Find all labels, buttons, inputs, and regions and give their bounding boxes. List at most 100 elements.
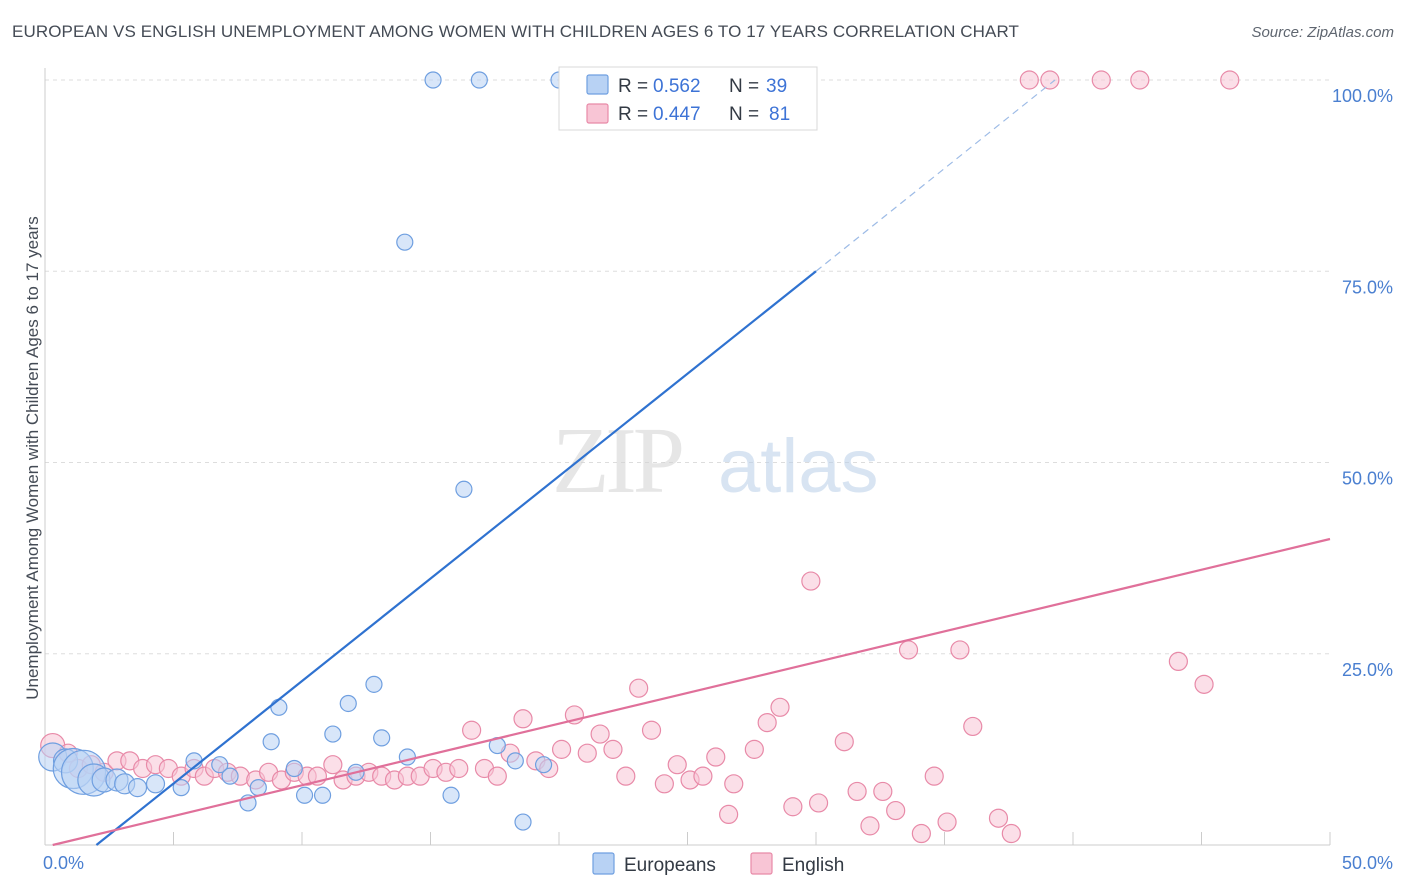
english-point (860, 816, 880, 836)
europeans-point (398, 748, 416, 766)
europeans-point (506, 752, 524, 770)
europeans-point (324, 725, 342, 743)
english-point (590, 724, 610, 744)
english-points (40, 70, 1240, 844)
english-point (616, 766, 636, 786)
english-point (719, 804, 739, 825)
europeans-point (127, 778, 148, 798)
english-point (1168, 651, 1188, 672)
y-tick-label: 25.0% (1342, 660, 1393, 680)
europeans-point (270, 698, 288, 716)
europeans-n-value: 39 (766, 76, 787, 97)
english-point (834, 732, 854, 752)
europeans-point (455, 480, 473, 498)
y-tick-label: 100.0% (1332, 86, 1393, 106)
europeans-point (365, 675, 383, 693)
english-point (449, 758, 469, 779)
english-n-value: 81 (769, 104, 790, 125)
english-legend-swatch (586, 103, 609, 124)
english-point (757, 712, 777, 733)
english-point (323, 755, 343, 775)
europeans-trend-line (95, 270, 817, 846)
y-axis-label: Unemployment Among Women with Children A… (23, 216, 42, 700)
english-r-label: R = (618, 104, 648, 125)
europeans-point (172, 779, 190, 797)
europeans-point (262, 733, 280, 751)
europeans-point (221, 767, 239, 785)
english-point (1001, 823, 1021, 844)
english-point (808, 793, 829, 813)
english-point (847, 781, 867, 802)
english-point (487, 766, 507, 786)
x-tick-label: 0.0% (43, 853, 84, 873)
english-point (724, 774, 744, 794)
x-tick-label: 50.0% (1342, 853, 1393, 873)
europeans-point (514, 813, 532, 831)
correlation-legend: R = 0.562 N = 39 R = 0.447 N = 81 (558, 66, 818, 131)
watermark: ZIP atlas (552, 409, 879, 513)
europeans-point (470, 71, 488, 89)
europeans-point (249, 779, 267, 797)
english-point (937, 812, 957, 832)
english-point (1194, 674, 1214, 694)
english-point (1130, 70, 1150, 90)
english-point (667, 755, 687, 775)
english-point (744, 739, 764, 759)
europeans-point (211, 756, 229, 774)
english-point (693, 766, 713, 786)
tick-labels: 25.0% 50.0% 75.0% 100.0% 0.0% 50.0% (43, 86, 1393, 873)
trend-lines (52, 79, 1331, 847)
chart-title: EUROPEAN VS ENGLISH UNEMPLOYMENT AMONG W… (12, 22, 1020, 41)
english-point (886, 800, 906, 821)
english-n-label: N = (729, 104, 759, 125)
english-point (988, 808, 1009, 828)
english-series-swatch (750, 852, 773, 875)
europeans-series-swatch (592, 852, 615, 875)
europeans-point (442, 786, 460, 804)
source-credit: Source: ZipAtlas.com (1251, 24, 1394, 41)
english-point (770, 697, 790, 717)
y-tick-label: 50.0% (1342, 469, 1393, 489)
europeans-trend-extension (815, 79, 1056, 272)
english-point (654, 774, 674, 794)
english-point (1019, 70, 1039, 90)
europeans-point (424, 71, 442, 89)
europeans-point (373, 729, 391, 747)
english-point (706, 747, 726, 767)
grid-lines (45, 79, 1330, 655)
english-point (603, 739, 623, 759)
axes (44, 68, 1331, 846)
english-point (963, 716, 983, 737)
english-point (898, 640, 919, 660)
europeans-point (396, 233, 414, 251)
english-point (801, 571, 821, 591)
english-point (629, 678, 649, 698)
europeans-point (145, 774, 166, 794)
europeans-point (313, 786, 332, 804)
europeans-point (295, 786, 314, 804)
europeans-point (339, 694, 357, 713)
english-point (641, 720, 662, 740)
english-point (873, 781, 893, 802)
europeans-point (534, 756, 553, 774)
english-point (911, 823, 931, 844)
english-point (1091, 70, 1111, 90)
y-tick-label: 75.0% (1342, 277, 1393, 297)
europeans-points (38, 71, 589, 831)
english-point (551, 739, 572, 759)
english-point (924, 766, 944, 786)
english-point (1040, 70, 1060, 90)
europeans-r-label: R = (618, 76, 648, 97)
english-point (1220, 70, 1240, 90)
watermark-zip: ZIP (552, 409, 682, 513)
english-point (462, 720, 482, 740)
english-point (577, 743, 597, 763)
watermark-atlas: atlas (718, 424, 879, 509)
english-series-label: English (782, 855, 844, 876)
series-legend: Europeans English (592, 852, 844, 876)
europeans-n-label: N = (729, 76, 759, 97)
europeans-point (285, 759, 303, 778)
europeans-legend-swatch (586, 74, 609, 95)
english-point (950, 640, 970, 660)
